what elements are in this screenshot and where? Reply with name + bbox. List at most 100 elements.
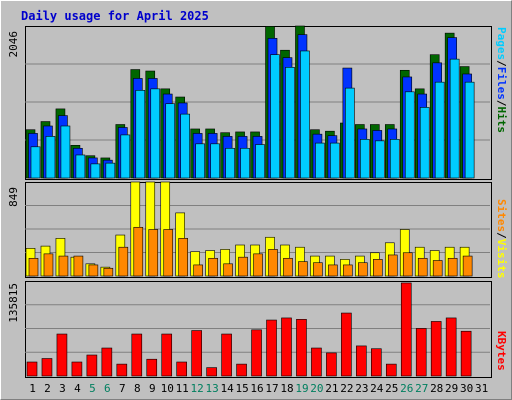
hits-bar-pages-19 [300, 50, 310, 179]
day-label-6: 6 [104, 382, 111, 395]
kbytes-bar-kbytes-19 [296, 319, 307, 377]
visits-bar-sites-23 [358, 262, 368, 277]
kbytes-bar-kbytes-16 [251, 329, 262, 377]
day-label-12: 12 [191, 382, 204, 395]
hits-bar-pages-17 [270, 54, 280, 179]
legend-kbytes: KBytes [495, 331, 508, 371]
hits-bar-pages-20 [315, 142, 325, 179]
day-label-25: 25 [385, 382, 398, 395]
hits-bar-pages-16 [255, 144, 265, 179]
day-label-20: 20 [310, 382, 323, 395]
legend-separator: / [495, 99, 508, 107]
day-label-31: 31 [475, 382, 488, 395]
kbytes-bar-kbytes-2 [41, 358, 53, 377]
legend-hits: Hits [495, 106, 508, 134]
kbytes-bar-kbytes-1 [26, 361, 38, 377]
visits-bar-sites-8 [133, 226, 144, 277]
hits-bar-pages-2 [45, 136, 56, 179]
day-label-5: 5 [89, 382, 96, 395]
hits-bar-pages-8 [135, 90, 146, 179]
visits-bar-sites-25 [387, 254, 398, 277]
visits-bar-sites-9 [148, 229, 159, 277]
day-label-21: 21 [325, 382, 338, 395]
day-label-29: 29 [445, 382, 458, 395]
visits-bar-sites-10 [163, 229, 174, 277]
visits-bar-sites-18 [283, 257, 293, 277]
visits-bar-sites-22 [343, 264, 353, 277]
kbytes-bar-kbytes-26 [400, 282, 412, 377]
kbytes-bar-kbytes-8 [131, 333, 143, 377]
hits-bar-pages-26 [404, 91, 415, 179]
kbytes-panel-legend: KBytes [495, 331, 508, 371]
visits-bar-sites-28 [432, 260, 443, 277]
visits-bar-sites-13 [208, 257, 218, 277]
visits-bar-sites-7 [118, 246, 129, 277]
visits-bar-sites-29 [447, 257, 458, 277]
visits-bar-sites-20 [313, 262, 323, 277]
kbytes-bar-kbytes-13 [206, 367, 217, 377]
hits-bar-pages-14 [225, 147, 235, 179]
day-label-19: 19 [295, 382, 308, 395]
hits-bar-pages-3 [60, 125, 71, 179]
visits-bar-sites-15 [238, 256, 248, 277]
day-label-24: 24 [370, 382, 384, 395]
kbytes-bar-kbytes-28 [430, 321, 442, 377]
kbytes-bar-kbytes-27 [415, 328, 427, 377]
hits-panel-legend: Pages/Files/Hits [495, 27, 508, 133]
day-label-17: 17 [265, 382, 278, 395]
legend-pages: Pages [495, 27, 508, 61]
visits-bar-sites-6 [103, 267, 114, 277]
kbytes-bar-kbytes-12 [191, 330, 202, 377]
hits-bar-pages-1 [30, 146, 41, 179]
day-label-27: 27 [415, 382, 428, 395]
visits-bar-sites-16 [253, 253, 263, 277]
day-label-3: 3 [59, 382, 66, 395]
day-label-2: 2 [44, 382, 51, 395]
day-label-4: 4 [74, 382, 81, 395]
visits-bar-sites-26 [402, 252, 413, 277]
kbytes-bar-kbytes-22 [341, 312, 352, 377]
hits-bar-pages-29 [449, 58, 460, 179]
visits-bar-sites-3 [58, 255, 69, 277]
hits-bar-pages-27 [419, 107, 430, 179]
day-label-7: 7 [119, 382, 126, 395]
hits-bar-pages-10 [165, 103, 176, 179]
kbytes-bar-kbytes-30 [460, 330, 472, 377]
hits-bar-pages-13 [210, 143, 220, 179]
hits-bar-pages-28 [434, 81, 445, 179]
hits-bar-pages-12 [195, 143, 205, 179]
day-label-23: 23 [355, 382, 368, 395]
kbytes-bar-kbytes-15 [236, 363, 247, 377]
day-label-30: 30 [460, 382, 473, 395]
day-label-22: 22 [340, 382, 353, 395]
day-label-26: 26 [400, 382, 413, 395]
hits-bar-pages-24 [375, 140, 385, 179]
kbytes-bar-kbytes-17 [266, 319, 277, 377]
visits-bar-sites-19 [298, 261, 308, 277]
hits-bar-pages-7 [120, 134, 131, 179]
hits-bar-pages-25 [389, 139, 400, 179]
hits-bar-pages-5 [90, 163, 101, 179]
kbytes-bar-kbytes-20 [311, 347, 322, 377]
chart-title: Daily usage for April 2025 [21, 9, 209, 23]
hits-bar-pages-6 [105, 162, 116, 179]
hits-bar-pages-4 [75, 154, 86, 179]
hits-bar-pages-21 [330, 142, 340, 179]
visits-bar-sites-12 [193, 264, 203, 277]
day-label-9: 9 [149, 382, 156, 395]
day-label-16: 16 [250, 382, 263, 395]
kbytes-bar-kbytes-29 [445, 317, 457, 377]
hits-bar-pages-11 [180, 113, 190, 179]
day-label-13: 13 [206, 382, 219, 395]
day-label-10: 10 [161, 382, 174, 395]
visits-bar-sites-17 [268, 249, 278, 277]
kbytes-bar-kbytes-18 [281, 317, 292, 377]
kbytes-bar-kbytes-11 [176, 361, 187, 377]
kbytes-bar-kbytes-24 [371, 348, 382, 377]
day-label-14: 14 [220, 382, 234, 395]
hits-bar-pages-18 [285, 67, 295, 179]
kbytes-bar-kbytes-21 [326, 352, 337, 377]
day-label-28: 28 [430, 382, 443, 395]
kbytes-bar-kbytes-5 [86, 354, 98, 377]
